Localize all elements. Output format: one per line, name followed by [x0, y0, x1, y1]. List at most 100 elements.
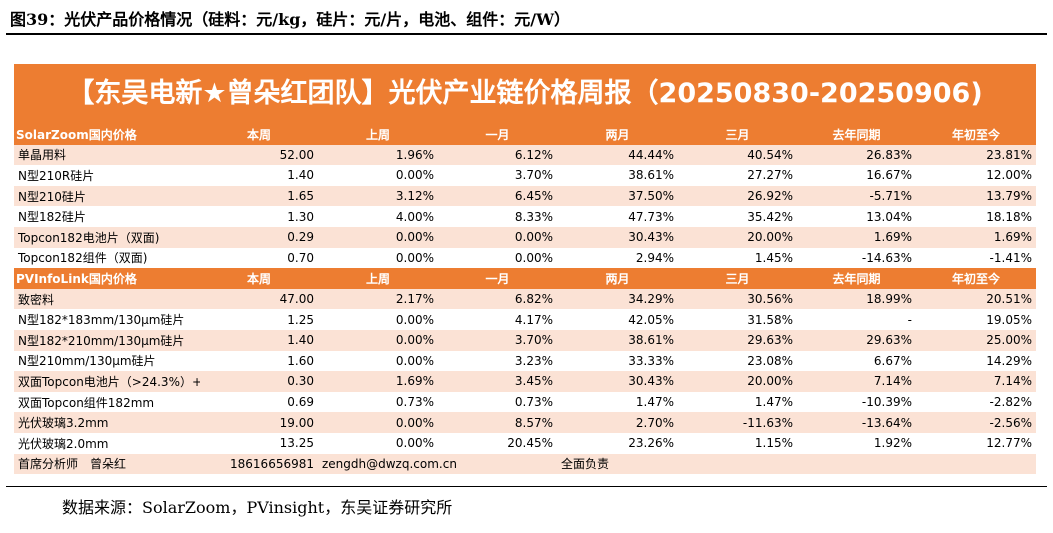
value-cell: 18.99%	[797, 288, 916, 310]
value-cell: 1.47%	[557, 391, 678, 413]
value-cell: 29.63%	[678, 329, 797, 351]
figure-caption: 图39：光伏产品价格情况（硅料：元/kg，硅片：元/片，电池、组件：元/W）	[10, 10, 571, 29]
column-header: 年初至今	[916, 268, 1036, 289]
value-cell: 1.60	[200, 350, 318, 372]
product-name: Topcon182电池片（双面)	[14, 226, 200, 248]
value-cell: 40.54%	[678, 144, 797, 166]
value-cell: 20.00%	[678, 371, 797, 392]
value-cell: 0.70	[200, 247, 318, 269]
value-cell: 0.00%	[318, 247, 438, 269]
value-cell: 23.81%	[916, 144, 1036, 166]
value-cell: 14.29%	[916, 350, 1036, 372]
value-cell: 0.00%	[318, 165, 438, 186]
value-cell: 12.77%	[916, 432, 1036, 454]
table-row: N型182*183mm/130μm硅片 1.25 0.00% 4.17% 42.05% 3…	[14, 309, 1036, 330]
table-row: N型182*210mm/130μm硅片 1.40 0.00% 3.70% 38.61% 2…	[14, 329, 1036, 351]
product-name: 双面Topcon电池片（>24.3%）+	[14, 371, 200, 392]
value-cell: 29.63%	[797, 329, 916, 351]
value-cell: 0.00%	[438, 247, 557, 269]
value-cell: 35.42%	[678, 206, 797, 227]
section-title: SolarZoom国内价格	[14, 124, 200, 145]
data-source-note: 数据来源：SolarZoom，PVinsight，东吴证券研究所	[62, 498, 453, 517]
table-row: N型210硅片 1.65 3.12% 6.45% 37.50% 26.92% -5.71% 1…	[14, 185, 1036, 207]
value-cell: 6.45%	[438, 185, 557, 207]
value-cell: -10.39%	[797, 391, 916, 413]
value-cell: 3.23%	[438, 350, 557, 372]
value-cell: 44.44%	[557, 144, 678, 166]
value-cell: 8.57%	[438, 412, 557, 433]
value-cell: 4.17%	[438, 309, 557, 330]
value-cell: 8.33%	[438, 206, 557, 227]
product-name: Topcon182组件（双面)	[14, 247, 200, 269]
value-cell: 6.12%	[438, 144, 557, 166]
product-name: N型182*210mm/130μm硅片	[14, 329, 200, 351]
value-cell: 2.17%	[318, 288, 438, 310]
table-row: 致密料 47.00 2.17% 6.82% 34.29% 30.56% 18.99% 20.5…	[14, 288, 1036, 310]
analyst-footer-row: 首席分析师 曾朵红 18616656981 zengdh@dwzq.com.cn 全面…	[14, 453, 1036, 475]
analyst-phone: 18616656981	[200, 453, 318, 475]
value-cell: 0.69	[200, 391, 318, 413]
value-cell: 3.70%	[438, 165, 557, 186]
column-header: 一月	[438, 268, 557, 289]
value-cell: 19.05%	[916, 309, 1036, 330]
table-row: Topcon182电池片（双面) 0.29 0.00% 0.00% 30.43% 20.0…	[14, 226, 1036, 248]
value-cell: -2.56%	[916, 412, 1036, 433]
value-cell: -1.41%	[916, 247, 1036, 269]
column-header: 年初至今	[916, 124, 1036, 145]
value-cell: 18.18%	[916, 206, 1036, 227]
value-cell: 7.14%	[797, 371, 916, 392]
column-header: 去年同期	[797, 124, 916, 145]
value-cell: 31.58%	[678, 309, 797, 330]
value-cell: 26.92%	[678, 185, 797, 207]
table-row: 光伏玻璃2.0mm 13.25 0.00% 20.45% 23.26% 1.15% 1.92…	[14, 432, 1036, 454]
value-cell: -5.71%	[797, 185, 916, 207]
table-row: 双面Topcon组件182mm 0.69 0.73% 0.73% 1.47% 1.47% -…	[14, 391, 1036, 413]
value-cell: 26.83%	[797, 144, 916, 166]
product-name: 单晶用料	[14, 144, 200, 166]
value-cell: 4.00%	[318, 206, 438, 227]
value-cell: 1.40	[200, 329, 318, 351]
analyst-responsibility: 全面负责	[557, 453, 1036, 475]
value-cell: 13.79%	[916, 185, 1036, 207]
value-cell: 19.00	[200, 412, 318, 433]
column-header: 上周	[318, 268, 438, 289]
value-cell: 0.73%	[318, 391, 438, 413]
value-cell: 30.43%	[557, 371, 678, 392]
value-cell: 38.61%	[557, 329, 678, 351]
value-cell: 20.45%	[438, 432, 557, 454]
value-cell: 0.29	[200, 226, 318, 248]
value-cell: 13.25	[200, 432, 318, 454]
value-cell: 3.70%	[438, 329, 557, 351]
value-cell: -14.63%	[797, 247, 916, 269]
value-cell: 52.00	[200, 144, 318, 166]
value-cell: 0.00%	[438, 226, 557, 248]
value-cell: 16.67%	[797, 165, 916, 186]
value-cell: 33.33%	[557, 350, 678, 372]
value-cell: 1.15%	[678, 432, 797, 454]
value-cell: 6.67%	[797, 350, 916, 372]
value-cell: 20.00%	[678, 226, 797, 248]
value-cell: 0.00%	[318, 329, 438, 351]
product-name: N型182硅片	[14, 206, 200, 227]
value-cell: 1.69%	[318, 371, 438, 392]
value-cell: 30.56%	[678, 288, 797, 310]
column-header: 本周	[200, 268, 318, 289]
value-cell: 1.96%	[318, 144, 438, 166]
column-header: 三月	[678, 124, 797, 145]
value-cell: 25.00%	[916, 329, 1036, 351]
value-cell: 37.50%	[557, 185, 678, 207]
value-cell: 1.69%	[916, 226, 1036, 248]
section-header-row: PVInfoLink国内价格 本周 上周 一月 两月 三月 去年同期 年初至今	[14, 268, 1036, 289]
value-cell: 38.61%	[557, 165, 678, 186]
value-cell: 30.43%	[557, 226, 678, 248]
value-cell: 12.00%	[916, 165, 1036, 186]
analyst-name: 首席分析师 曾朵红	[14, 453, 200, 475]
value-cell: 47.73%	[557, 206, 678, 227]
value-cell: -	[797, 309, 916, 330]
table-row: Topcon182组件（双面) 0.70 0.00% 0.00% 2.94% 1.45% -…	[14, 247, 1036, 269]
value-cell: 6.82%	[438, 288, 557, 310]
value-cell: 0.30	[200, 371, 318, 392]
value-cell: 1.92%	[797, 432, 916, 454]
bottom-divider	[6, 486, 1047, 487]
value-cell: 1.30	[200, 206, 318, 227]
